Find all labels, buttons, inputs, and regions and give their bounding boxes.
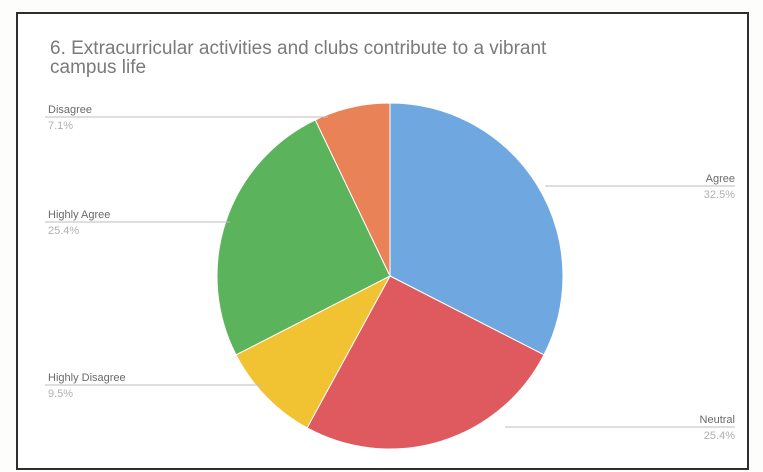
value-disagree: 7.1% — [48, 120, 73, 132]
value-highly-agree: 25.4% — [48, 225, 79, 237]
label-neutral: Neutral — [700, 414, 735, 426]
slice-highly-agree — [216, 119, 391, 356]
slice-agree — [389, 102, 564, 356]
label-disagree: Disagree — [48, 104, 92, 116]
value-highly-disagree: 9.5% — [48, 388, 73, 400]
label-highly-agree: Highly Agree — [48, 209, 110, 221]
value-neutral: 25.4% — [704, 430, 735, 442]
chart-title-line-2: campus life — [50, 57, 146, 78]
slice-highly-disagree — [235, 274, 392, 429]
pie-callouts: Agree 32.5% Neutral 25.4% Highly Disagree 9.5… — [45, 104, 735, 442]
slice-neutral — [306, 275, 545, 450]
label-agree: Agree — [706, 173, 735, 185]
pie-slices — [216, 102, 564, 450]
chart-title-line-1: 6. Extracurricular activities and clubs … — [50, 38, 547, 59]
label-highly-disagree: Highly Disagree — [48, 372, 126, 384]
slice-disagree — [314, 102, 391, 277]
value-agree: 32.5% — [704, 189, 735, 201]
